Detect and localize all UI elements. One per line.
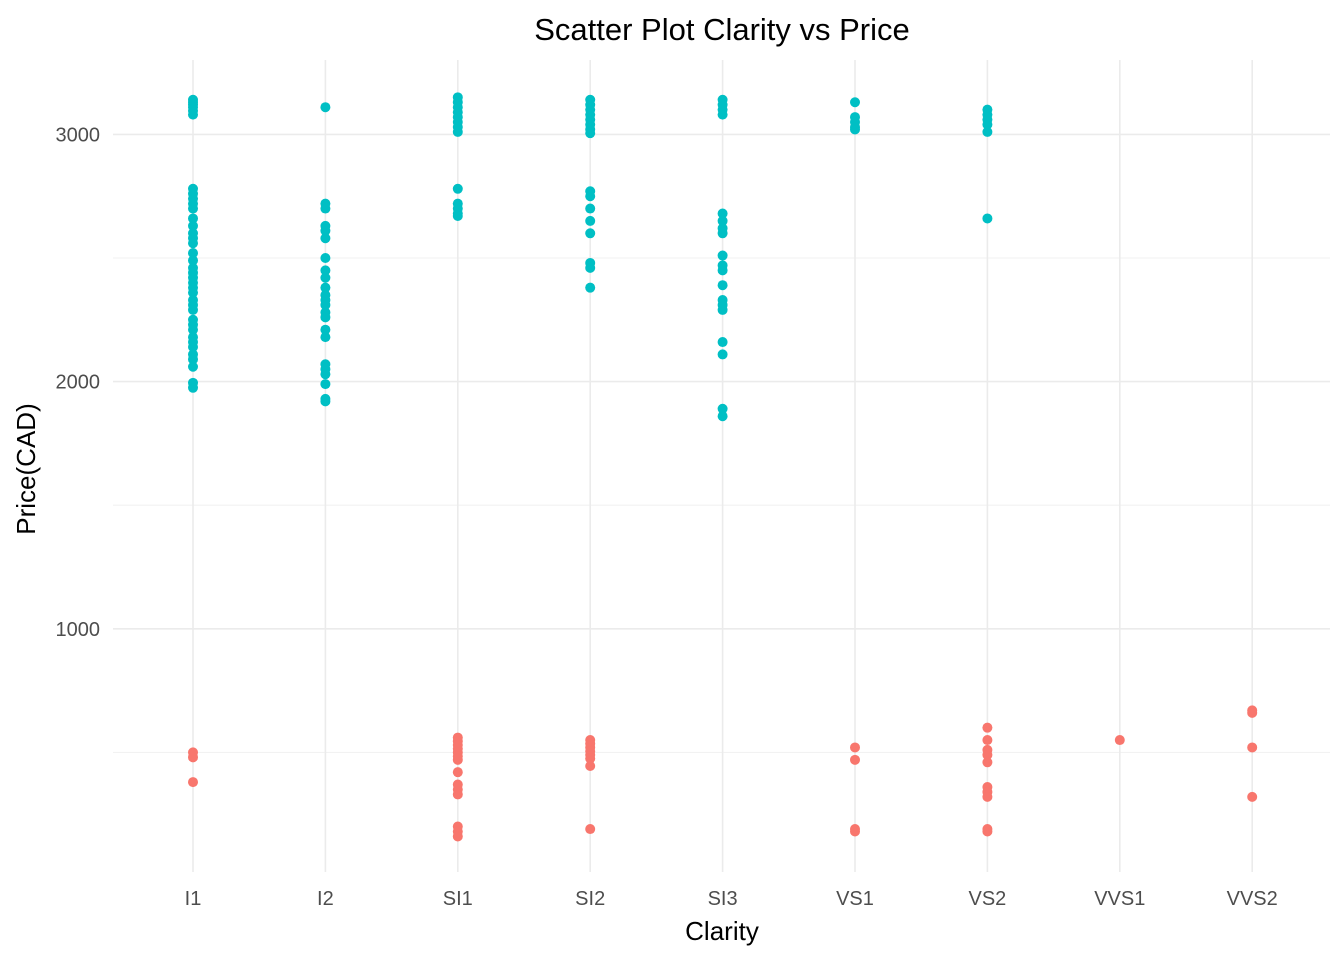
data-point (982, 119, 993, 130)
data-point (320, 265, 331, 276)
data-point (452, 789, 463, 800)
data-point (717, 280, 728, 291)
data-point (585, 282, 596, 293)
data-point (982, 826, 993, 837)
data-point (320, 253, 331, 263)
data-point (452, 754, 463, 765)
data-point (320, 379, 331, 390)
data-point (188, 354, 198, 365)
data-point (850, 826, 860, 837)
x-tick-label: I1 (185, 888, 202, 910)
data-point (452, 767, 463, 778)
x-tick-label: SI2 (575, 888, 605, 910)
x-axis-title: Clarity (685, 916, 759, 946)
data-point (188, 109, 198, 120)
data-point (982, 126, 993, 137)
data-point (320, 272, 331, 283)
data-point (850, 97, 860, 108)
x-tick-label: VS1 (836, 888, 874, 910)
data-point (188, 248, 198, 259)
x-tick-label: I2 (317, 888, 334, 910)
data-point (452, 183, 463, 194)
data-point (585, 215, 596, 226)
chart-title: Scatter Plot Clarity vs Price (534, 12, 910, 47)
data-point (717, 403, 728, 414)
x-tick-label: SI1 (443, 888, 473, 910)
data-point (188, 304, 198, 315)
data-point (188, 255, 198, 266)
data-point (1247, 742, 1258, 753)
data-point (850, 124, 860, 135)
data-point (320, 299, 331, 310)
data-point (585, 760, 596, 771)
y-axis-title: Price(CAD) (11, 403, 41, 534)
data-point (717, 337, 728, 348)
x-tick-label: VVS1 (1094, 888, 1145, 910)
grid-layer (113, 60, 1330, 872)
x-tick-label: SI3 (708, 888, 738, 910)
data-point (188, 287, 198, 298)
data-point (452, 831, 463, 842)
y-axis-tick-labels: 1000 2000 3000 (56, 124, 101, 640)
y-tick-label: 2000 (56, 372, 101, 394)
data-point (717, 228, 728, 239)
data-point (320, 225, 331, 236)
y-tick-label: 3000 (56, 124, 101, 146)
data-point (188, 361, 198, 372)
data-point (188, 203, 198, 214)
x-axis-tick-labels: I1 I2 SI1 SI2 SI3 VS1 VS2 VVS1 VVS2 (185, 888, 1278, 910)
data-point (320, 102, 331, 113)
data-point (320, 324, 331, 335)
data-point (982, 722, 993, 733)
points-layer (188, 92, 1258, 842)
data-point (320, 282, 331, 293)
data-point (585, 228, 596, 239)
data-point (717, 265, 728, 276)
data-point (452, 210, 463, 221)
data-point (850, 754, 860, 765)
data-point (717, 411, 728, 422)
data-point (452, 126, 463, 137)
data-point (585, 128, 596, 139)
data-point (188, 777, 198, 788)
data-point (585, 262, 596, 273)
data-point (717, 208, 728, 219)
data-point (982, 735, 993, 746)
data-point (717, 109, 728, 120)
data-point (188, 324, 198, 335)
data-point (585, 753, 596, 764)
data-point (320, 396, 331, 407)
data-point (320, 332, 331, 343)
data-point (982, 749, 993, 760)
data-point (188, 341, 198, 352)
data-point (188, 382, 198, 393)
data-point (717, 215, 728, 226)
data-point (982, 213, 993, 224)
x-tick-label: VVS2 (1227, 888, 1278, 910)
data-point (320, 203, 331, 214)
data-point (188, 220, 198, 231)
data-point (585, 824, 596, 835)
data-point (1247, 707, 1258, 718)
data-point (188, 238, 198, 249)
data-point (982, 757, 993, 768)
data-point (320, 312, 331, 323)
data-point (1247, 791, 1258, 802)
data-point (188, 752, 198, 763)
data-point (320, 369, 331, 380)
data-point (1114, 735, 1125, 746)
data-point (982, 791, 993, 802)
y-tick-label: 1000 (56, 619, 101, 641)
data-point (585, 191, 596, 202)
data-point (188, 213, 198, 224)
data-point (717, 250, 728, 261)
data-point (320, 233, 331, 244)
data-point (585, 203, 596, 214)
data-point (717, 304, 728, 315)
data-point (850, 742, 860, 753)
x-tick-label: VS2 (968, 888, 1006, 910)
data-point (717, 349, 728, 360)
